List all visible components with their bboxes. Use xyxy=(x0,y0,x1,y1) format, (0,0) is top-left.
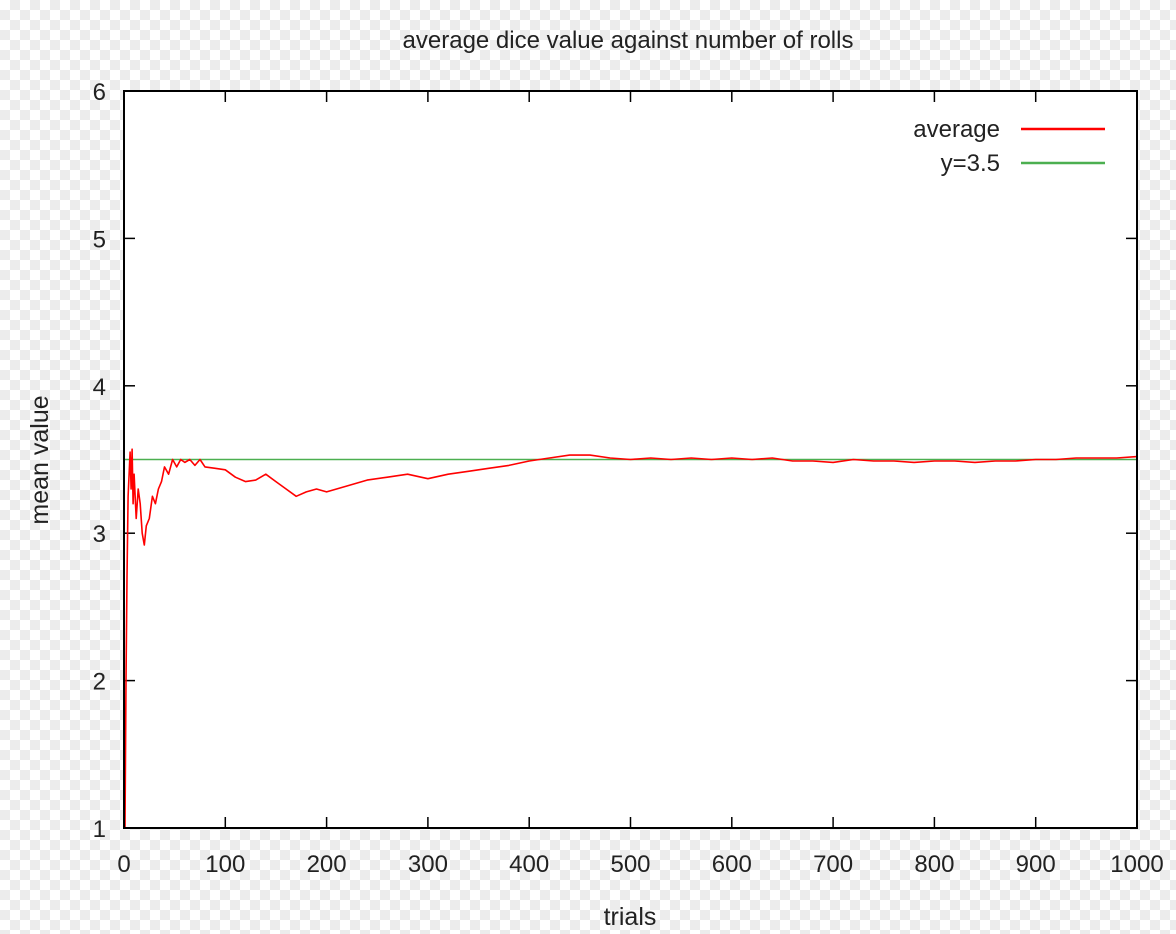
chart-title: average dice value against number of rol… xyxy=(403,27,854,54)
x-tick-label: 400 xyxy=(509,851,549,878)
x-tick-label: 200 xyxy=(307,851,347,878)
series-layer xyxy=(124,448,1138,829)
y-tick-label: 6 xyxy=(93,79,106,106)
x-tick-label: 700 xyxy=(813,851,853,878)
y-tick-label: 5 xyxy=(93,226,106,253)
x-tick-label: 600 xyxy=(712,851,752,878)
legend-label: average xyxy=(913,116,1000,143)
y-axis-label: mean value xyxy=(26,395,54,524)
y-tick-label: 3 xyxy=(93,521,106,548)
x-tick-label: 0 xyxy=(117,851,130,878)
plot-frame xyxy=(123,90,1138,829)
x-tick-label: 800 xyxy=(914,851,954,878)
x-axis-label: trials xyxy=(604,903,657,931)
axis-ticks: 0 100 200 300 400 500 600 700 800 900 1000 1 2 3 4 5 6 xyxy=(93,79,1164,878)
y-tick-label: 2 xyxy=(93,669,106,696)
y-tick-label: 1 xyxy=(93,816,106,843)
x-tick-label: 900 xyxy=(1016,851,1056,878)
x-tick-label: 300 xyxy=(408,851,448,878)
x-tick-label: 500 xyxy=(610,851,650,878)
legend: average y=3.5 xyxy=(913,116,1105,177)
x-tick-label: 1000 xyxy=(1110,851,1163,878)
x-tick-label: 100 xyxy=(205,851,245,878)
y-tick-label: 4 xyxy=(93,374,106,401)
legend-label: y=3.5 xyxy=(941,150,1000,177)
series-line-average xyxy=(124,448,1138,829)
